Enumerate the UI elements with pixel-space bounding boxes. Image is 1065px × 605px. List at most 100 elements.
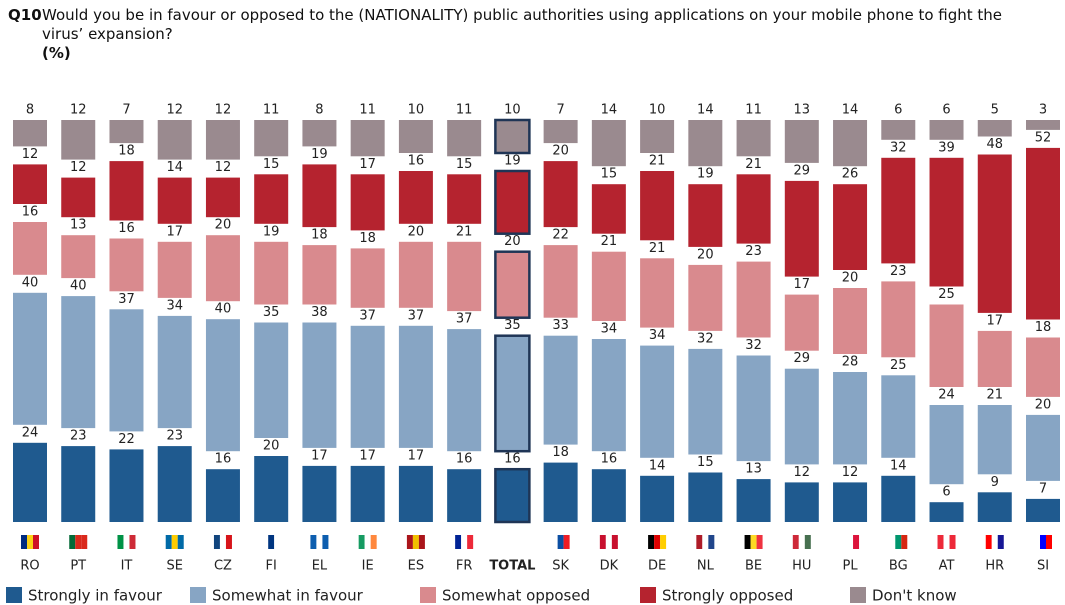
flag: [937, 535, 944, 549]
bar-segment: [929, 502, 964, 522]
bar-segment: [929, 120, 964, 140]
x-tick-label: SK: [552, 559, 569, 574]
bar-segment: [398, 120, 433, 153]
data-label: 39: [938, 140, 955, 155]
flag: [901, 535, 908, 549]
legend-swatch: [6, 587, 22, 603]
bar-segment: [543, 120, 578, 144]
x-tick-label: ES: [408, 559, 424, 574]
x-tick-label: TOTAL: [489, 559, 535, 574]
bar-segment: [447, 120, 482, 157]
data-label: 21: [745, 157, 762, 172]
flag: [225, 535, 232, 549]
bar-segment: [157, 315, 192, 429]
bar-segment: [833, 184, 868, 270]
data-label: 40: [22, 275, 39, 290]
x-tick-label: DK: [600, 559, 619, 574]
data-label: 5: [991, 103, 999, 118]
data-label: 12: [215, 160, 232, 175]
data-label: 19: [311, 147, 328, 162]
data-label: 35: [263, 305, 280, 320]
bar-segment: [1026, 147, 1060, 320]
bar-segment: [157, 120, 192, 160]
data-label: 21: [649, 241, 666, 256]
data-label: 16: [215, 452, 232, 467]
bar-segment: [350, 465, 385, 522]
data-label: 18: [1035, 320, 1052, 335]
bar-segment: [398, 325, 433, 448]
x-tick-label: BE: [745, 559, 762, 574]
data-label: 16: [456, 452, 473, 467]
data-label: 32: [697, 331, 714, 346]
data-label: 37: [408, 308, 425, 323]
data-label: 38: [311, 305, 328, 320]
bar-segment: [205, 177, 240, 218]
flag: [21, 535, 27, 549]
data-label: 37: [118, 292, 135, 307]
data-label: 14: [649, 458, 666, 473]
data-label: 10: [408, 103, 425, 118]
data-label: 20: [552, 144, 569, 159]
flag: [33, 535, 39, 549]
data-label: 17: [408, 448, 425, 463]
bar-segment: [13, 120, 47, 147]
data-label: 17: [794, 277, 811, 292]
bar-segment: [929, 157, 964, 287]
data-label: 34: [601, 322, 618, 337]
bar-segment: [784, 180, 819, 277]
data-label: 23: [745, 244, 762, 259]
data-label: 20: [1035, 397, 1052, 412]
data-label: 40: [70, 279, 87, 294]
flag: [841, 535, 848, 549]
bar-segment: [591, 339, 626, 452]
bar-segment: [13, 164, 47, 204]
flag: [219, 535, 226, 549]
bar-segment: [13, 222, 47, 275]
bar-segment: [61, 446, 96, 522]
data-label: 10: [504, 103, 521, 118]
data-label: 14: [697, 103, 714, 118]
bar-segment: [61, 235, 96, 279]
bar-segment: [302, 465, 337, 522]
bar-segment: [109, 120, 144, 144]
bar-segment: [640, 475, 675, 522]
bar-segment: [833, 482, 868, 522]
bar-segment: [447, 469, 482, 522]
data-label: 32: [745, 338, 762, 353]
x-tick-label: CZ: [214, 559, 232, 574]
data-label: 25: [938, 287, 955, 302]
bar-segment: [398, 465, 433, 522]
bar-segment: [254, 322, 289, 438]
flag: [696, 535, 703, 549]
data-label: 17: [359, 157, 376, 172]
flag: [648, 535, 655, 549]
bar-segment: [157, 241, 192, 298]
data-label: 12: [70, 103, 87, 118]
data-label: 21: [601, 234, 618, 249]
data-label: 14: [601, 103, 618, 118]
x-tick-label: HR: [985, 559, 1004, 574]
bar-segment: [977, 405, 1012, 475]
data-label: 16: [408, 154, 425, 169]
bar-segment: [205, 120, 240, 160]
bar-segment: [1026, 120, 1060, 130]
data-label: 20: [697, 247, 714, 262]
bar-segment: [350, 120, 385, 157]
bar-segment: [398, 171, 433, 224]
flag: [117, 535, 124, 549]
bar-segment: [109, 238, 144, 292]
data-label: 15: [697, 455, 714, 470]
bar-segment: [302, 120, 337, 147]
flag: [177, 535, 184, 549]
data-label: 20: [263, 439, 280, 454]
data-label: 33: [552, 318, 569, 333]
bar-segment: [205, 469, 240, 522]
data-label: 17: [166, 224, 183, 239]
data-label: 37: [456, 312, 473, 327]
bar-segment: [881, 120, 916, 140]
bar-segment: [350, 174, 385, 231]
bar-segment: [447, 174, 482, 224]
bar-segment: [543, 335, 578, 445]
data-label: 13: [745, 462, 762, 477]
bar-segment: [13, 292, 47, 425]
